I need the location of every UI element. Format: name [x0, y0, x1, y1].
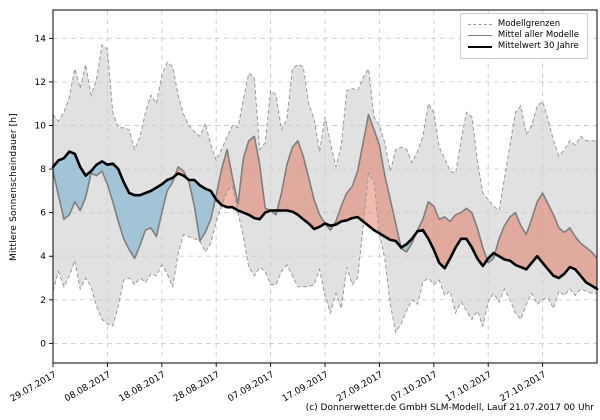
y-tick-label: 10 — [35, 121, 47, 131]
above-mean-fill — [174, 114, 597, 289]
y-tick-label: 8 — [40, 165, 46, 175]
legend-entry-mittelwert-30-jahre: Mittelwert 30 Jahre — [467, 41, 579, 52]
y-tick-label: 14 — [35, 34, 47, 44]
dashed-line-icon — [467, 24, 492, 25]
gray-line-icon — [467, 35, 492, 36]
x-tick-label: 29.07.2017 — [9, 370, 59, 404]
y-tick-label: 12 — [35, 78, 46, 88]
x-tick-label: 17.09.2017 — [281, 370, 331, 404]
legend-label: Mittelwert 30 Jahre — [497, 41, 579, 51]
y-tick-labels: 0 2 4 6 8 10 12 14 — [35, 34, 47, 349]
legend-box: Modellgrenzen Mittel aller Modelle Mitte… — [459, 13, 588, 59]
model-bounds-lower-line — [52, 171, 597, 334]
y-tick-label: 0 — [40, 339, 46, 349]
x-tick-label: 27.09.2017 — [335, 370, 385, 404]
legend-entry-mittel-aller-modelle: Mittel aller Modelle — [467, 30, 579, 41]
legend-label: Modellgrenzen — [497, 19, 561, 29]
y-tick-label: 2 — [40, 296, 46, 306]
x-tick-labels: 29.07.2017 08.08.2017 18.08.2017 28.08.2017… — [9, 370, 548, 404]
black-line-icon — [467, 45, 492, 48]
x-tick-label: 27.10.2017 — [498, 370, 548, 404]
y-tick-label: 4 — [40, 252, 46, 262]
x-tick-label: 07.10.2017 — [390, 370, 440, 404]
axis-ticks — [49, 37, 544, 367]
x-tick-label: 08.08.2017 — [63, 370, 113, 404]
mean-30y-line — [51, 150, 599, 291]
copyright-caption: (c) Donnerwetter.de GmbH SLM-Modell, Lau… — [305, 403, 594, 413]
x-tick-label: 18.08.2017 — [118, 370, 168, 404]
model-envelope-area — [53, 44, 597, 333]
x-tick-label: 17.10.2017 — [444, 370, 494, 404]
legend-label: Mittel aller Modelle — [497, 30, 579, 40]
x-tick-label: 07.09.2017 — [226, 370, 276, 404]
legend-entry-modellgrenzen: Modellgrenzen — [467, 19, 579, 30]
model-bounds-upper-line — [52, 43, 597, 212]
y-tick-label: 6 — [40, 209, 46, 219]
x-tick-label: 28.08.2017 — [172, 370, 222, 404]
y-axis-title: Mittlere Sonnenscheindauer [h] — [9, 113, 19, 261]
